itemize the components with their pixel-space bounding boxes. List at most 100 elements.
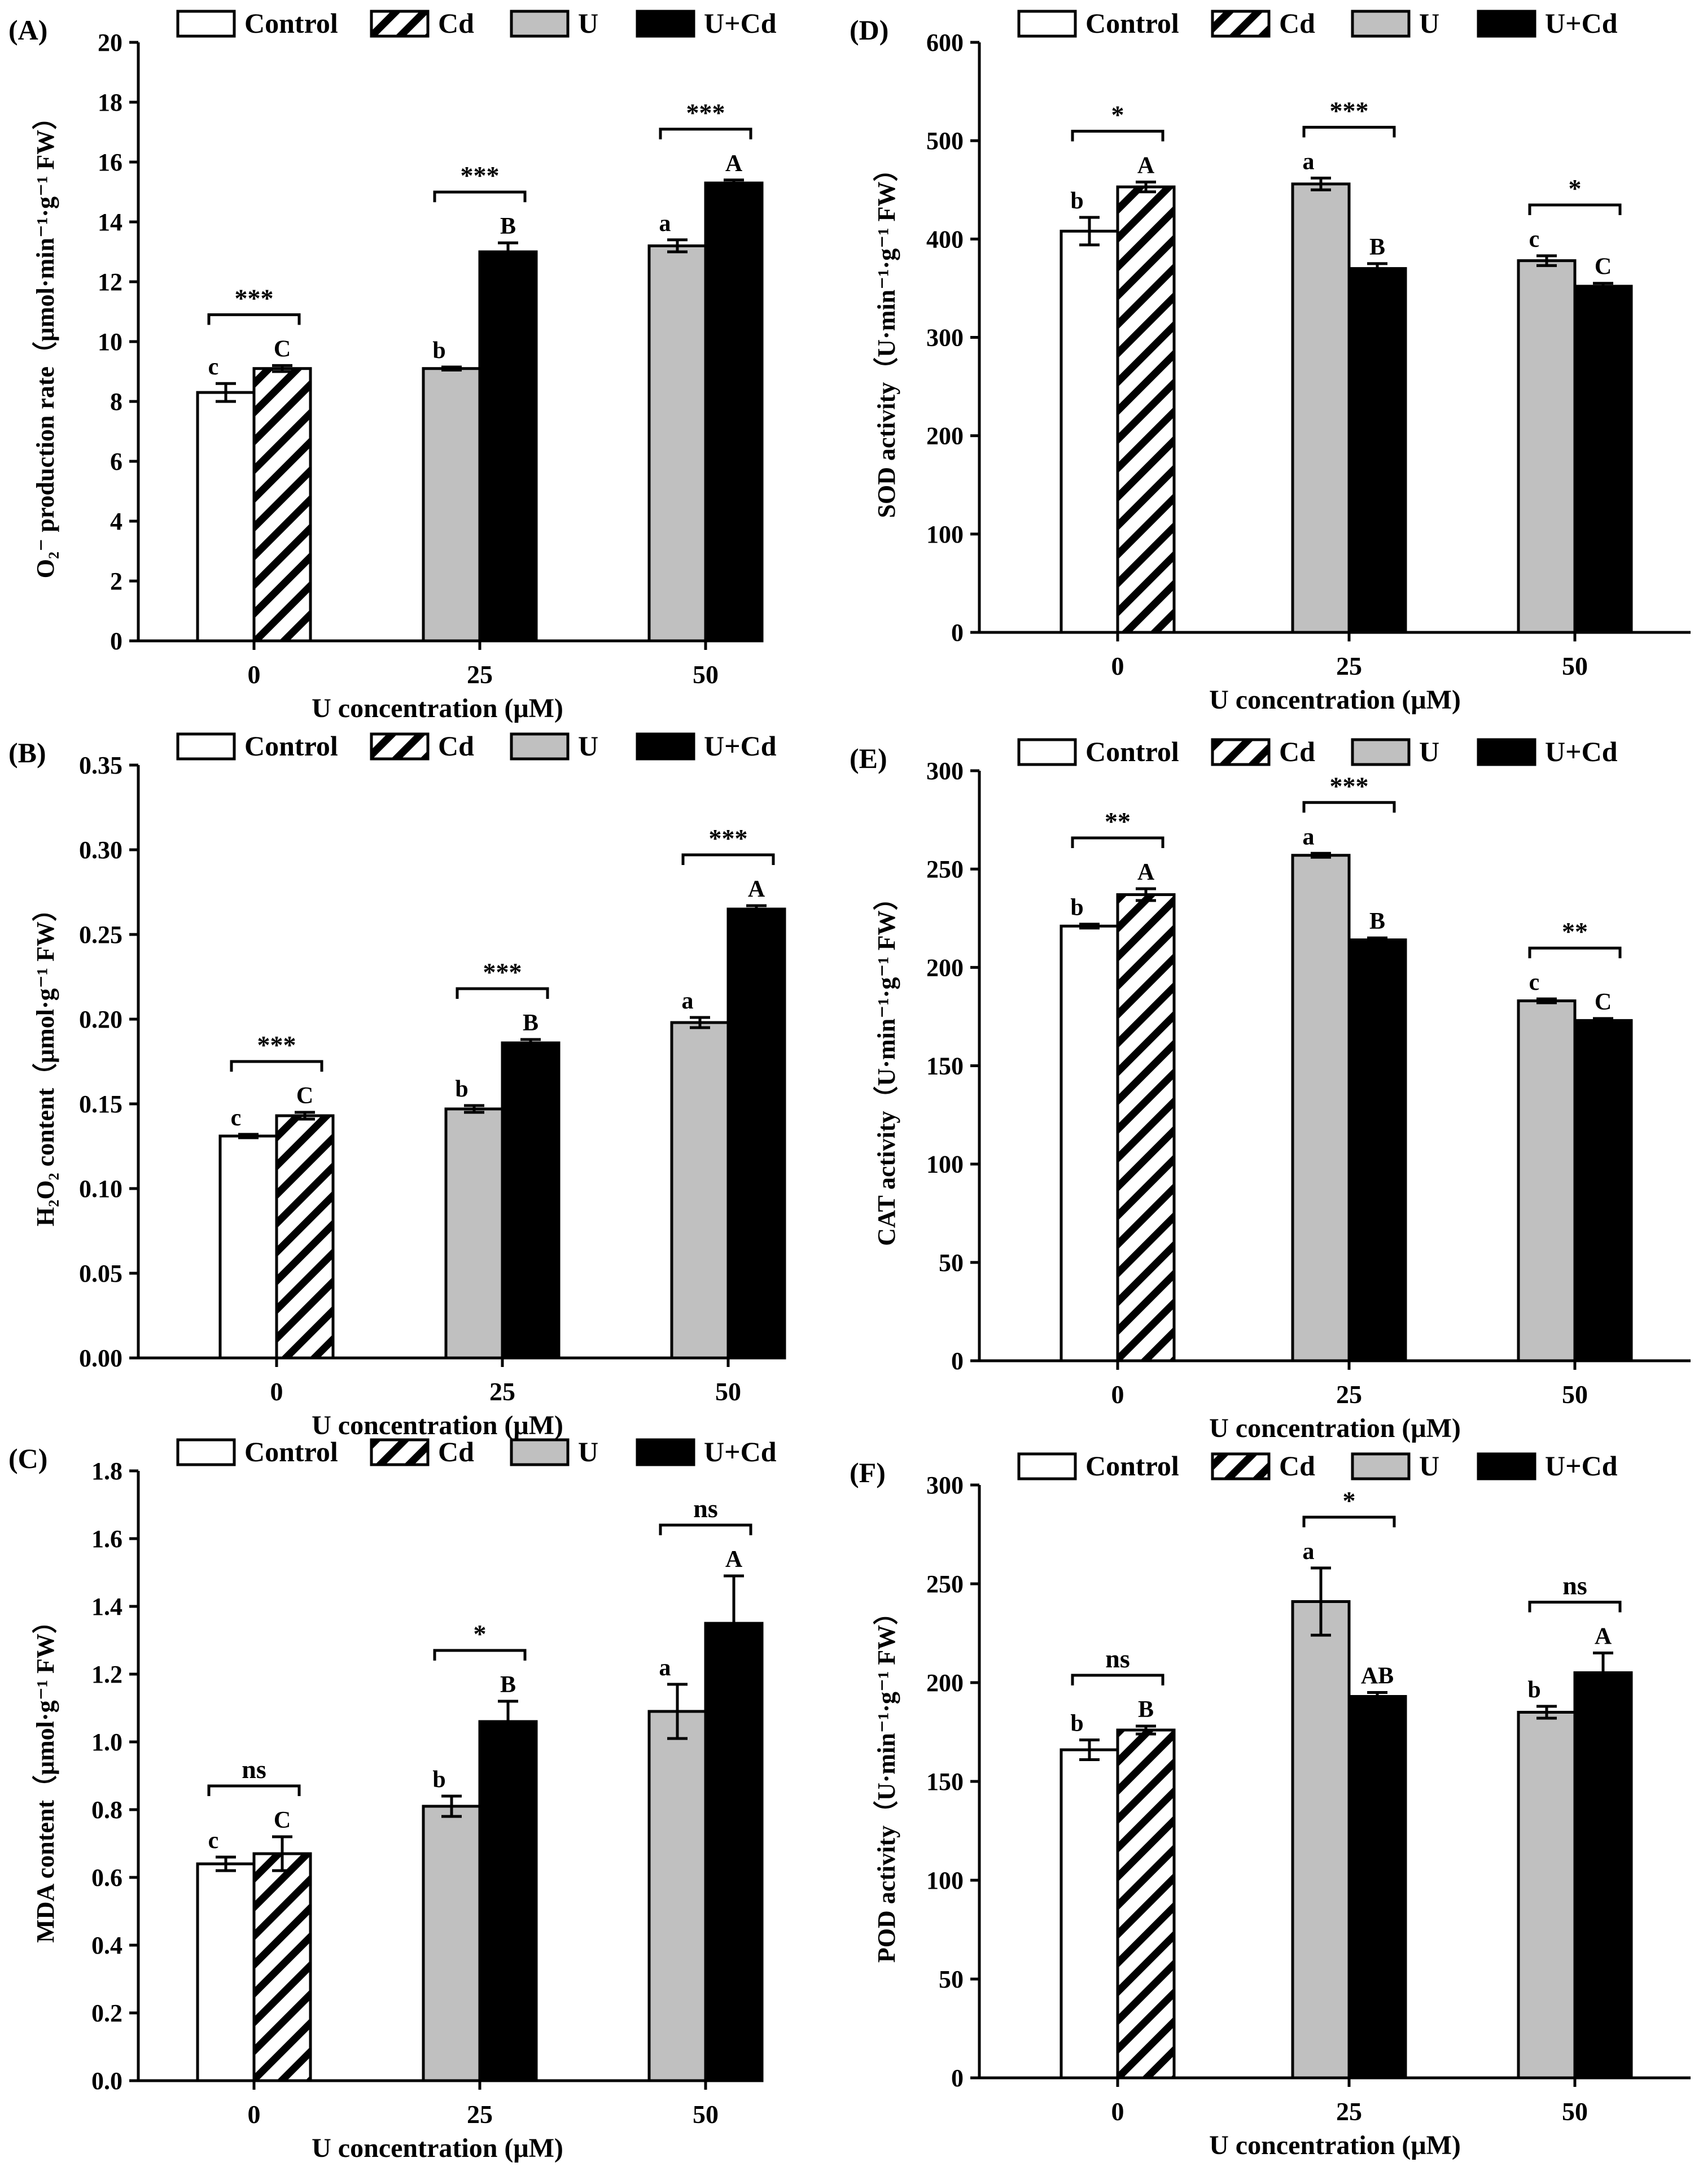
- significance-letter: B: [523, 1010, 539, 1036]
- legend-label-u: U: [578, 730, 598, 762]
- significance-letter: B: [500, 213, 516, 239]
- y-tick-label: 150: [926, 1052, 964, 1080]
- y-tick-label: 0: [951, 1347, 964, 1375]
- comparison-bracket: [230, 1060, 323, 1072]
- bar-cd: [1116, 1728, 1176, 2080]
- significance-letter: b: [1070, 188, 1083, 214]
- panel-label: (C): [8, 1443, 47, 1474]
- error-bar: [295, 1111, 315, 1121]
- significance-letter: B: [1369, 234, 1385, 260]
- bar-u: [1517, 1711, 1577, 2080]
- x-axis-title: U concentration (μM): [312, 2133, 563, 2163]
- bar-cd: [1116, 185, 1176, 634]
- y-tick-label: 0.4: [91, 1932, 122, 1959]
- legend-label-control: Control: [244, 730, 338, 762]
- legend-swatch-ucd: [636, 10, 695, 38]
- significance-letter: c: [1529, 969, 1540, 995]
- y-tick-label: 6: [110, 448, 122, 475]
- y-tick-label: 0: [951, 2064, 964, 2092]
- legend-swatch-ucd: [1477, 1452, 1536, 1480]
- bar-u: [1291, 854, 1351, 1362]
- significance-letter: a: [682, 988, 694, 1014]
- y-tick-label: 50: [939, 1249, 964, 1277]
- bar-u-cd: [704, 181, 764, 643]
- x-tick-label: 25: [1336, 1380, 1362, 1409]
- legend-swatch-cd: [1211, 738, 1271, 766]
- error-bar: [1536, 254, 1557, 267]
- x-axis-title: U concentration (μM): [1209, 1413, 1461, 1443]
- y-tick-label: 18: [98, 89, 122, 116]
- x-tick-label: 0: [1111, 652, 1124, 680]
- y-tick-label: 300: [926, 757, 964, 785]
- comparison-significance: ns: [1562, 1571, 1587, 1600]
- legend-label-u: U: [1419, 736, 1439, 767]
- legend: Control Cd U U+Cd: [176, 1436, 777, 1467]
- significance-letter: c: [208, 354, 219, 380]
- legend-swatch-control: [176, 1438, 236, 1466]
- comparison-bracket: [433, 190, 527, 203]
- significance-letter: C: [1595, 254, 1612, 280]
- bar-cd: [1116, 893, 1176, 1362]
- bar-u-cd: [1573, 1019, 1633, 1362]
- legend: Control Cd U U+Cd: [1017, 1450, 1618, 1482]
- y-tick-label: 1.0: [91, 1728, 122, 1756]
- comparison-significance: ***: [1330, 96, 1369, 125]
- y-axis-title: MDA content（μmol·g⁻¹ FW）: [32, 1609, 59, 1943]
- x-tick-label: 50: [693, 2100, 719, 2129]
- error-bar: [1536, 1705, 1557, 1720]
- significance-letter: b: [1070, 895, 1083, 921]
- y-tick-label: 200: [926, 1669, 964, 1697]
- error-bar: [464, 1104, 484, 1114]
- error-bar: [667, 1683, 688, 1740]
- legend-label-control: Control: [1085, 1450, 1179, 1482]
- x-tick-label: 0: [270, 1377, 283, 1406]
- legend-label-u: U: [578, 7, 598, 39]
- error-bar: [1311, 851, 1331, 859]
- panel-label: (F): [850, 1457, 886, 1488]
- legend-label-cd: Cd: [438, 730, 474, 762]
- x-axis-title: U concentration (μM): [1209, 2130, 1461, 2160]
- y-tick-label: 0.15: [79, 1090, 122, 1118]
- significance-letter: C: [274, 1807, 291, 1833]
- y-tick-label: 1.2: [91, 1661, 122, 1688]
- y-tick-label: 500: [926, 127, 964, 155]
- y-tick-label: 4: [110, 508, 122, 535]
- x-tick-label: 25: [467, 2100, 493, 2129]
- significance-letter: b: [1070, 1711, 1083, 1737]
- chart-panel-c: (C) 0.0 0.2 0.4 0.6 0.8 1.0 1.2 1.4 1.6 1.8 MDA con…: [8, 1436, 777, 2163]
- significance-letter: AB: [1361, 1663, 1394, 1689]
- bar-cd: [252, 367, 312, 643]
- x-axis-title: U concentration (μM): [312, 693, 563, 723]
- x-tick-label: 50: [1562, 1380, 1588, 1409]
- panel-label: (D): [850, 14, 888, 46]
- legend-swatch-u: [510, 732, 570, 761]
- significance-letter: A: [725, 1547, 743, 1573]
- y-tick-label: 0.0: [91, 2067, 122, 2095]
- y-tick-label: 0: [951, 619, 964, 647]
- error-bar: [520, 1038, 541, 1048]
- panel-label: (B): [8, 737, 46, 768]
- comparison-bracket: [1071, 1674, 1164, 1685]
- error-bar: [1311, 1566, 1331, 1637]
- bar-u: [444, 1107, 504, 1360]
- error-bar: [1367, 936, 1387, 944]
- panel-label: (E): [850, 742, 887, 774]
- legend-swatch-u: [1351, 1452, 1411, 1480]
- y-axis-title: CAT activity（U·min⁻¹·g⁻¹ FW）: [873, 885, 900, 1246]
- legend-label-u: U: [1419, 1450, 1439, 1482]
- significance-letter: b: [1527, 1677, 1540, 1703]
- error-bar: [1536, 997, 1557, 1004]
- y-tick-label: 0.2: [91, 1999, 122, 2027]
- comparison-significance: ***: [1330, 771, 1369, 800]
- error-bar: [1136, 887, 1156, 902]
- legend-label-control: Control: [1085, 7, 1179, 39]
- legend-swatch-ucd: [636, 1438, 695, 1466]
- error-bar: [238, 1133, 259, 1139]
- legend-swatch-cd: [1211, 10, 1271, 38]
- x-tick-label: 0: [248, 2100, 261, 2129]
- comparison-bracket: [659, 128, 752, 139]
- y-tick-label: 400: [926, 225, 964, 253]
- legend-label-ucd: U+Cd: [1545, 7, 1618, 39]
- comparison-significance: ***: [483, 958, 522, 986]
